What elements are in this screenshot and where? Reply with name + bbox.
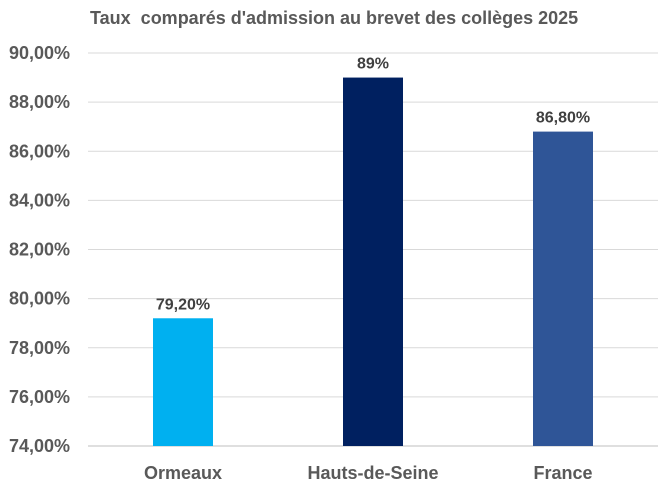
data-label: 86,80% <box>536 110 590 127</box>
bar-ormeaux <box>153 318 213 446</box>
chart-title: Taux comparés d'admission au brevet des … <box>90 8 579 28</box>
x-tick-label: France <box>533 463 592 483</box>
y-tick-label: 78,00% <box>9 338 70 358</box>
y-tick-label: 80,00% <box>9 289 70 309</box>
data-label: 89% <box>357 56 389 73</box>
x-tick-label: Ormeaux <box>144 463 222 483</box>
y-tick-label: 86,00% <box>9 141 70 161</box>
bar-france <box>533 131 593 446</box>
y-tick-label: 88,00% <box>9 92 70 112</box>
y-tick-label: 82,00% <box>9 240 70 260</box>
x-tick-label: Hauts-de-Seine <box>307 463 438 483</box>
y-tick-label: 90,00% <box>9 43 70 63</box>
y-tick-label: 74,00% <box>9 436 70 456</box>
y-tick-label: 84,00% <box>9 190 70 210</box>
bar-hauts-de-seine <box>343 77 403 446</box>
y-tick-label: 76,00% <box>9 387 70 407</box>
data-label: 79,20% <box>156 296 210 313</box>
